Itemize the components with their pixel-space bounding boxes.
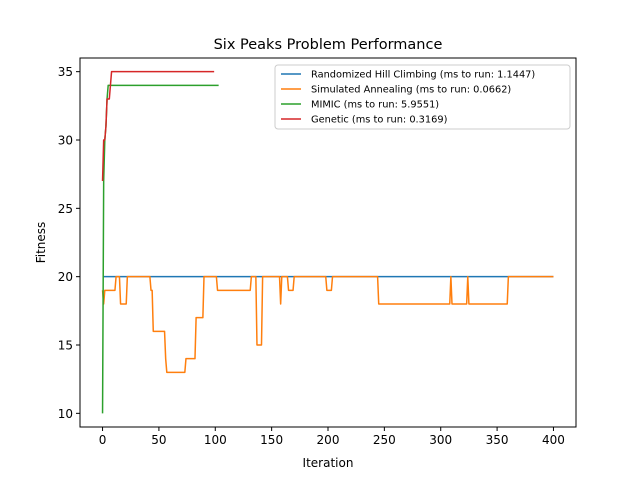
legend: Randomized Hill Climbing (ms to run: 1.1… (274, 64, 571, 130)
legend-label-4: Genetic (ms to run: 0.3169) (311, 115, 447, 126)
legend-label-2: Simulated Annealing (ms to run: 0.0662) (311, 85, 511, 96)
chart-title: Six Peaks Problem Performance (214, 37, 443, 53)
y-axis-label: Fitness (34, 222, 48, 264)
series-line-3 (101, 84, 219, 414)
legend-box (274, 64, 571, 130)
y-tick-label: 30 (58, 134, 73, 148)
x-tick-label: 100 (204, 433, 227, 447)
x-tick-label: 400 (542, 433, 565, 447)
x-tick-label: 0 (99, 433, 107, 447)
x-axis-label: Iteration (303, 456, 354, 470)
x-tick-label: 350 (486, 433, 509, 447)
x-tick-label: 300 (429, 433, 452, 447)
y-tick-label: 25 (58, 202, 73, 216)
y-tick-label: 35 (58, 65, 73, 79)
x-tick-label: 250 (373, 433, 396, 447)
series-line-2 (101, 275, 554, 374)
legend-label-3: MIMIC (ms to run: 5.9551) (311, 100, 439, 111)
y-tick-label: 15 (58, 339, 73, 353)
x-tick-label: 50 (151, 433, 166, 447)
legend-label-1: Randomized Hill Climbing (ms to run: 1.1… (311, 70, 535, 81)
x-tick-label: 150 (260, 433, 283, 447)
y-tick-label: 10 (58, 407, 73, 421)
x-axis-ticks: 0 50 100 150 200 250 300 350 400 (99, 427, 565, 447)
y-axis-ticks: 10 15 20 25 30 35 (58, 65, 80, 421)
y-tick-label: 20 (58, 270, 73, 284)
plot-area (101, 70, 554, 414)
x-tick-label: 200 (317, 433, 340, 447)
series-line-4 (101, 70, 215, 182)
